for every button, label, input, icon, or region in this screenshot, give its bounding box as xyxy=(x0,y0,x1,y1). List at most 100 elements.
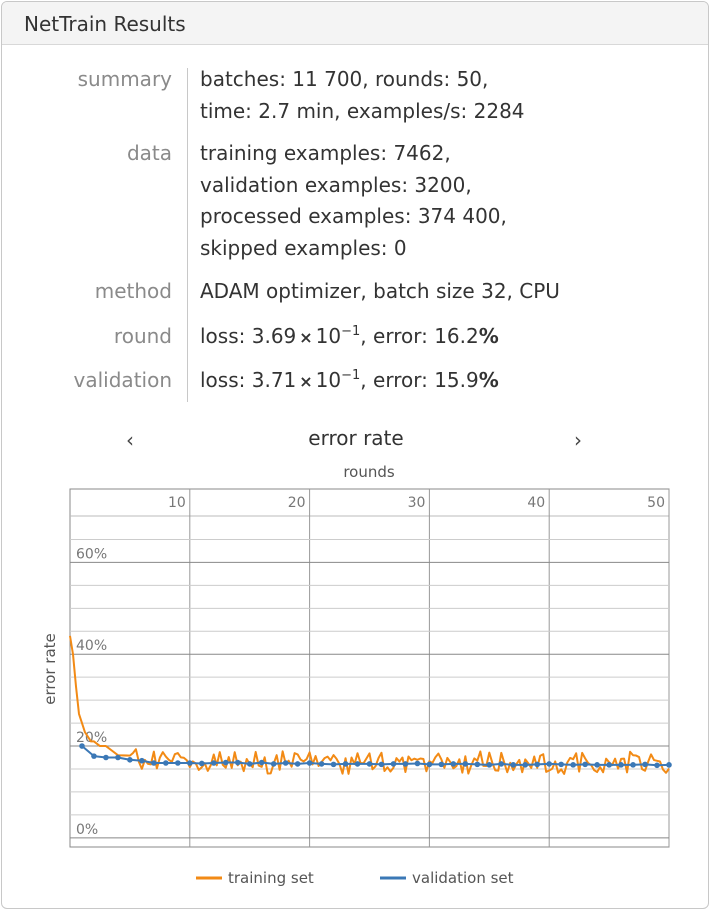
validation-point xyxy=(139,757,145,764)
loss-prefix: loss: xyxy=(200,324,252,348)
validation-label: validation xyxy=(73,368,172,392)
validation-point xyxy=(654,762,660,769)
validation-point xyxy=(91,753,97,759)
times-sign: × xyxy=(299,328,313,347)
data-line: processed examples: 374 400, xyxy=(200,204,507,228)
validation-value: loss: 3.71 × 10−1, error: 15.9% xyxy=(200,365,499,398)
x-tick-label: 20 xyxy=(288,495,306,511)
round-value: loss: 3.69 × 10−1, error: 16.2% xyxy=(200,321,499,354)
validation-point xyxy=(366,761,373,767)
y-tick-label: 0% xyxy=(76,822,98,838)
summary-line: time: 2.7 min, examples/s: 2284 xyxy=(200,98,525,123)
method-value: ADAM optimizer, batch size 32, CPU xyxy=(200,276,560,308)
chart-legend: training set validation set xyxy=(196,869,514,887)
validation-loss-exponent: −1 xyxy=(341,368,361,383)
chart-ticks: 10 20 30 40 50 0% 20% 40% 60% xyxy=(76,495,665,838)
validation-point xyxy=(282,760,289,766)
error-prefix: , error: xyxy=(360,368,435,392)
chevron-left-icon[interactable]: ‹ xyxy=(126,428,134,452)
validation-point xyxy=(426,761,433,768)
window-title: NetTrain Results xyxy=(24,12,186,36)
chart-title: error rate xyxy=(308,426,404,450)
plot-frame xyxy=(69,488,670,848)
data-label: data xyxy=(126,141,172,165)
validation-point xyxy=(414,760,421,767)
chevron-right-icon[interactable]: › xyxy=(574,428,582,452)
validation-point xyxy=(450,761,457,767)
y-tick-label: 20% xyxy=(76,730,107,746)
validation-point xyxy=(618,762,624,768)
validation-point xyxy=(187,760,193,766)
validation-point xyxy=(582,761,588,768)
validation-point xyxy=(294,761,301,767)
validation-point xyxy=(246,761,253,767)
validation-point xyxy=(486,762,493,768)
validation-point xyxy=(546,761,552,767)
x-tick-label: 50 xyxy=(647,495,665,511)
summary-divider xyxy=(187,68,188,402)
round-loss-mantissa: 3.69 xyxy=(251,324,297,348)
validation-point xyxy=(438,761,445,768)
validation-point xyxy=(402,761,409,767)
x-tick-label: 10 xyxy=(168,495,186,511)
round-loss-base: 10 xyxy=(315,324,342,348)
legend-label-validation: validation set xyxy=(412,869,514,887)
validation-point xyxy=(630,762,636,768)
validation-point xyxy=(210,760,217,766)
validation-point xyxy=(354,761,361,767)
times-sign: × xyxy=(299,372,313,391)
validation-point xyxy=(306,760,313,766)
legend-label-training: training set xyxy=(228,869,314,887)
x-axis-label: rounds xyxy=(343,463,395,481)
validation-point xyxy=(510,762,517,768)
summary-value: batches: 11 700, rounds: 50, time: 2.7 m… xyxy=(200,64,525,127)
data-value: training examples: 7462, validation exam… xyxy=(200,138,507,264)
round-label: round xyxy=(113,324,172,348)
validation-point xyxy=(522,762,529,768)
round-error-value: 16.2 xyxy=(434,324,479,348)
data-line: validation examples: 3200, xyxy=(200,172,472,197)
error-prefix: , error: xyxy=(360,324,435,348)
validation-point xyxy=(198,760,205,767)
validation-point xyxy=(570,762,576,768)
validation-point xyxy=(558,761,564,768)
validation-point xyxy=(606,762,612,768)
data-line: training examples: 7462, xyxy=(200,141,451,165)
x-tick-label: 30 xyxy=(408,495,426,511)
validation-point xyxy=(115,754,121,761)
y-tick-label: 40% xyxy=(76,638,107,654)
y-axis-label: error rate xyxy=(41,633,59,705)
validation-point xyxy=(594,762,600,768)
validation-point xyxy=(258,759,265,766)
chart-series xyxy=(69,635,672,775)
validation-point xyxy=(474,761,481,768)
validation-point xyxy=(462,761,469,767)
loss-prefix: loss: xyxy=(200,368,252,392)
validation-point xyxy=(163,760,169,766)
validation-point xyxy=(330,761,337,768)
title-bar: NetTrain Results xyxy=(2,2,708,45)
validation-point xyxy=(390,761,397,767)
percent-sign: % xyxy=(478,324,499,348)
data-line: skipped examples: 0 xyxy=(200,235,407,260)
validation-point xyxy=(378,761,385,768)
validation-point xyxy=(498,761,505,767)
validation-point xyxy=(270,761,277,767)
round-loss-exponent: −1 xyxy=(341,324,361,339)
validation-point xyxy=(103,754,109,761)
validation-point xyxy=(222,759,229,766)
validation-point xyxy=(318,761,325,767)
method-line: ADAM optimizer, batch size 32, CPU xyxy=(200,279,560,303)
validation-point xyxy=(666,762,672,768)
training-set-line xyxy=(69,635,670,775)
validation-point xyxy=(175,760,181,766)
validation-point xyxy=(127,756,133,763)
summary-label: summary xyxy=(77,67,172,91)
percent-sign: % xyxy=(478,368,499,392)
method-label: method xyxy=(94,279,172,303)
validation-point xyxy=(79,743,85,749)
summary-line: batches: 11 700, rounds: 50, xyxy=(200,67,489,91)
validation-loss-mantissa: 3.71 xyxy=(251,368,297,392)
